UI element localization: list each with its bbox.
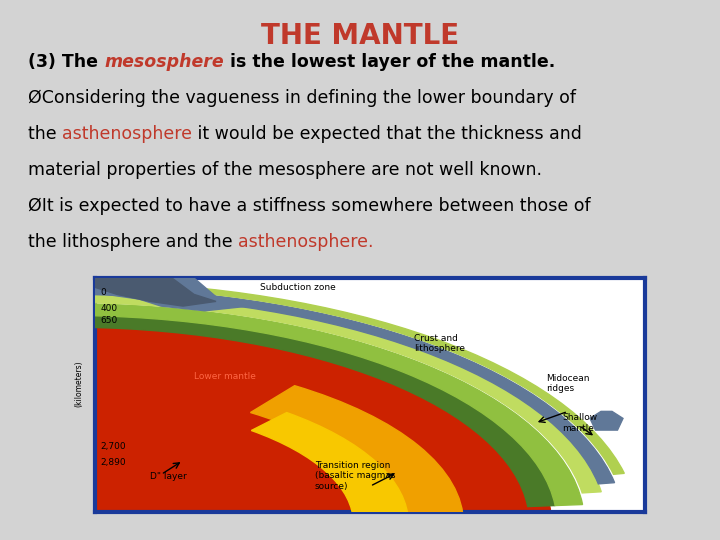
- Text: ØIt is expected to have a stiffness somewhere between those of: ØIt is expected to have a stiffness some…: [28, 197, 590, 215]
- Text: 0: 0: [101, 287, 107, 296]
- Wedge shape: [87, 282, 624, 474]
- Text: Midocean
ridges: Midocean ridges: [546, 374, 590, 393]
- Text: (3) The: (3) The: [28, 53, 104, 71]
- Polygon shape: [95, 278, 249, 310]
- Text: asthenosphere.: asthenosphere.: [238, 233, 374, 251]
- Circle shape: [0, 243, 720, 540]
- Wedge shape: [86, 287, 615, 484]
- Text: Crust and
lithosphere: Crust and lithosphere: [414, 334, 465, 353]
- Wedge shape: [251, 386, 464, 524]
- Text: Lower mantle: Lower mantle: [194, 372, 256, 381]
- Text: D" layer: D" layer: [150, 472, 186, 481]
- Text: Shallow
mantle: Shallow mantle: [562, 414, 598, 433]
- Text: ØConsidering the vagueness in defining the lower boundary of: ØConsidering the vagueness in defining t…: [28, 89, 576, 107]
- Text: material properties of the mesosphere are not well known.: material properties of the mesosphere ar…: [28, 161, 542, 179]
- Text: Subduction zone: Subduction zone: [260, 283, 336, 292]
- Text: the lithosphere and the: the lithosphere and the: [28, 233, 238, 251]
- Text: is the lowest layer of the mantle.: is the lowest layer of the mantle.: [224, 53, 555, 71]
- Text: (kilometers): (kilometers): [74, 360, 83, 407]
- Text: 2,890: 2,890: [101, 458, 126, 467]
- Text: THE MANTLE: THE MANTLE: [261, 22, 459, 50]
- Text: the: the: [28, 125, 62, 143]
- Text: it would be expected that the thickness and: it would be expected that the thickness …: [192, 125, 582, 143]
- Polygon shape: [590, 411, 623, 430]
- Text: 2,700: 2,700: [101, 442, 126, 451]
- Wedge shape: [84, 315, 555, 507]
- Text: 400: 400: [101, 304, 117, 313]
- Wedge shape: [68, 318, 552, 524]
- Text: asthenosphere: asthenosphere: [62, 125, 192, 143]
- Wedge shape: [251, 413, 408, 524]
- Wedge shape: [86, 294, 601, 493]
- Text: mesosphere: mesosphere: [104, 53, 224, 71]
- Polygon shape: [95, 278, 216, 306]
- Text: 650: 650: [101, 315, 118, 325]
- Text: Transition region
(basaltic magmas
source): Transition region (basaltic magmas sourc…: [315, 461, 395, 491]
- Wedge shape: [84, 304, 582, 505]
